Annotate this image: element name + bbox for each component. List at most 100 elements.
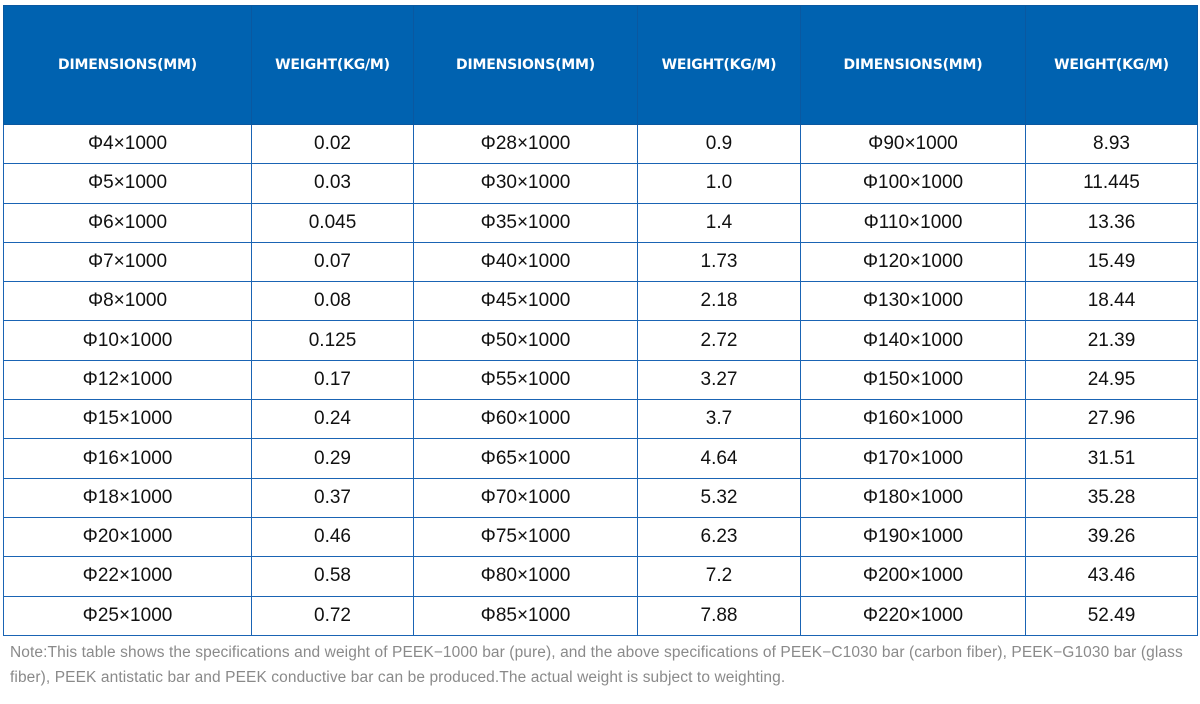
- column-header-dimensions: DIMENSIONS(MM): [800, 5, 1026, 125]
- weight-cell: 43.46: [1025, 556, 1198, 597]
- dimension-cell: Φ85×1000: [413, 595, 638, 636]
- weight-table: DIMENSIONS(MM) WEIGHT(KG/M) DIMENSIONS(MM)…: [3, 5, 1198, 636]
- dimension-cell: Φ170×1000: [800, 438, 1026, 479]
- weight-cell: 0.46: [251, 516, 414, 558]
- dimension-cell: Φ140×1000: [800, 320, 1026, 361]
- dimension-cell: Φ190×1000: [800, 516, 1026, 558]
- dimension-cell: Φ40×1000: [413, 241, 638, 283]
- weight-cell: 0.07: [251, 241, 414, 283]
- weight-cell: 0.125: [251, 320, 414, 361]
- table-row: Φ18×1000 0.37 Φ70×1000 5.32 Φ180×1000 35.28: [3, 477, 1198, 518]
- weight-cell: 2.18: [637, 281, 801, 322]
- dimension-cell: Φ130×1000: [800, 281, 1026, 322]
- table-row: Φ10×1000 0.125 Φ50×1000 2.72 Φ140×1000 21.39: [3, 320, 1198, 361]
- dimension-cell: Φ15×1000: [3, 399, 252, 440]
- dimension-cell: Φ70×1000: [413, 477, 638, 518]
- table-row: Φ12×1000 0.17 Φ55×1000 3.27 Φ150×1000 24.95: [3, 359, 1198, 401]
- dimension-cell: Φ28×1000: [413, 123, 638, 165]
- weight-cell: 0.37: [251, 477, 414, 518]
- header-row: DIMENSIONS(MM) WEIGHT(KG/M) DIMENSIONS(MM)…: [3, 5, 1198, 125]
- weight-cell: 2.72: [637, 320, 801, 361]
- weight-cell: 7.88: [637, 595, 801, 636]
- weight-cell: 5.32: [637, 477, 801, 518]
- dimension-cell: Φ8×1000: [3, 281, 252, 322]
- table-row: Φ5×1000 0.03 Φ30×1000 1.0 Φ100×1000 11.445: [3, 163, 1198, 204]
- table-row: Φ6×1000 0.045 Φ35×1000 1.4 Φ110×1000 13.36: [3, 202, 1198, 243]
- dimension-cell: Φ45×1000: [413, 281, 638, 322]
- weight-cell: 0.72: [251, 595, 414, 636]
- weight-cell: 0.17: [251, 359, 414, 401]
- dimension-cell: Φ50×1000: [413, 320, 638, 361]
- dimension-cell: Φ30×1000: [413, 163, 638, 204]
- weight-cell: 13.36: [1025, 202, 1198, 243]
- dimension-cell: Φ22×1000: [3, 556, 252, 597]
- dimension-cell: Φ90×1000: [800, 123, 1026, 165]
- dimension-cell: Φ60×1000: [413, 399, 638, 440]
- column-header-weight: WEIGHT(KG/M): [637, 5, 801, 125]
- weight-cell: 0.29: [251, 438, 414, 479]
- weight-cell: 31.51: [1025, 438, 1198, 479]
- weight-cell: 35.28: [1025, 477, 1198, 518]
- weight-cell: 11.445: [1025, 163, 1198, 204]
- dimension-cell: Φ35×1000: [413, 202, 638, 243]
- column-header-dimensions: DIMENSIONS(MM): [413, 5, 638, 125]
- weight-cell: 1.4: [637, 202, 801, 243]
- dimension-cell: Φ100×1000: [800, 163, 1026, 204]
- dimension-cell: Φ18×1000: [3, 477, 252, 518]
- dimension-cell: Φ7×1000: [3, 241, 252, 283]
- weight-cell: 1.73: [637, 241, 801, 283]
- weight-cell: 6.23: [637, 516, 801, 558]
- table-note: Note:This table shows the specifications…: [10, 644, 1183, 686]
- dimension-cell: Φ65×1000: [413, 438, 638, 479]
- dimension-cell: Φ180×1000: [800, 477, 1026, 518]
- weight-cell: 3.7: [637, 399, 801, 440]
- table-row: Φ7×1000 0.07 Φ40×1000 1.73 Φ120×1000 15.49: [3, 241, 1198, 283]
- table-row: Φ25×1000 0.72 Φ85×1000 7.88 Φ220×1000 52.49: [3, 595, 1198, 636]
- weight-cell: 18.44: [1025, 281, 1198, 322]
- weight-cell: 7.2: [637, 556, 801, 597]
- table-row: Φ16×1000 0.29 Φ65×1000 4.64 Φ170×1000 31.51: [3, 438, 1198, 479]
- column-header-weight: WEIGHT(KG/M): [1025, 5, 1198, 125]
- dimension-cell: Φ120×1000: [800, 241, 1026, 283]
- dimension-cell: Φ80×1000: [413, 556, 638, 597]
- dimension-cell: Φ4×1000: [3, 123, 252, 165]
- table-row: Φ22×1000 0.58 Φ80×1000 7.2 Φ200×1000 43.46: [3, 556, 1198, 597]
- column-header-weight: WEIGHT(KG/M): [251, 5, 414, 125]
- weight-cell: 0.03: [251, 163, 414, 204]
- dimension-cell: Φ110×1000: [800, 202, 1026, 243]
- dimension-cell: Φ6×1000: [3, 202, 252, 243]
- dimension-cell: Φ75×1000: [413, 516, 638, 558]
- table-row: Φ20×1000 0.46 Φ75×1000 6.23 Φ190×1000 39.26: [3, 516, 1198, 558]
- weight-cell: 0.045: [251, 202, 414, 243]
- dimension-cell: Φ150×1000: [800, 359, 1026, 401]
- weight-cell: 24.95: [1025, 359, 1198, 401]
- dimension-cell: Φ55×1000: [413, 359, 638, 401]
- dimension-cell: Φ16×1000: [3, 438, 252, 479]
- weight-cell: 4.64: [637, 438, 801, 479]
- weight-cell: 21.39: [1025, 320, 1198, 361]
- weight-cell: 0.24: [251, 399, 414, 440]
- dimension-cell: Φ25×1000: [3, 595, 252, 636]
- weight-cell: 8.93: [1025, 123, 1198, 165]
- table-row: Φ4×1000 0.02 Φ28×1000 0.9 Φ90×1000 8.93: [3, 123, 1198, 165]
- dimension-cell: Φ12×1000: [3, 359, 252, 401]
- dimension-cell: Φ220×1000: [800, 595, 1026, 636]
- table-row: Φ8×1000 0.08 Φ45×1000 2.18 Φ130×1000 18.44: [3, 281, 1198, 322]
- weight-cell: 39.26: [1025, 516, 1198, 558]
- weight-cell: 27.96: [1025, 399, 1198, 440]
- weight-cell: 0.58: [251, 556, 414, 597]
- weight-cell: 52.49: [1025, 595, 1198, 636]
- column-header-dimensions: DIMENSIONS(MM): [3, 5, 252, 125]
- weight-cell: 1.0: [637, 163, 801, 204]
- weight-cell: 0.08: [251, 281, 414, 322]
- dimension-cell: Φ20×1000: [3, 516, 252, 558]
- dimension-cell: Φ200×1000: [800, 556, 1026, 597]
- weight-cell: 0.9: [637, 123, 801, 165]
- weight-cell: 0.02: [251, 123, 414, 165]
- dimension-cell: Φ5×1000: [3, 163, 252, 204]
- table-row: Φ15×1000 0.24 Φ60×1000 3.7 Φ160×1000 27.96: [3, 399, 1198, 440]
- dimension-cell: Φ160×1000: [800, 399, 1026, 440]
- weight-cell: 3.27: [637, 359, 801, 401]
- weight-cell: 15.49: [1025, 241, 1198, 283]
- dimension-cell: Φ10×1000: [3, 320, 252, 361]
